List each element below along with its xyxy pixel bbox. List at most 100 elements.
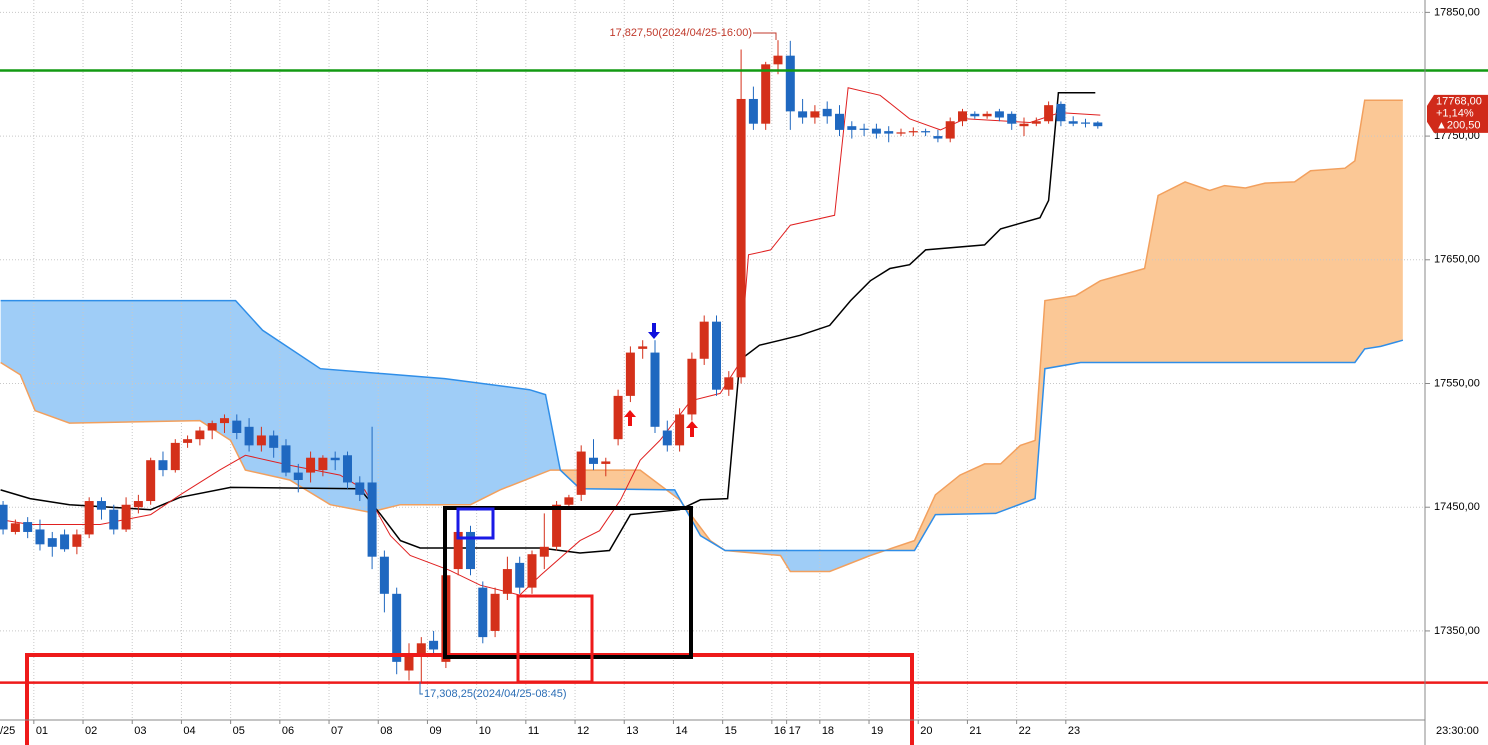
candle-body [687, 358, 697, 415]
x-tick-label: 06 [282, 725, 294, 737]
candle-body [748, 98, 758, 124]
grid [0, 0, 1425, 720]
x-tick-label: 03 [134, 725, 146, 737]
candle-body [404, 655, 414, 671]
x-tick-label: 20 [920, 725, 932, 737]
price-badge-box [1427, 94, 1488, 133]
candle-body [798, 111, 808, 118]
candle-body [613, 395, 623, 440]
candle-body [60, 534, 70, 550]
x-tick-label: 16 [774, 725, 786, 737]
x-tick-label: 02 [85, 725, 97, 737]
candle-body [502, 569, 512, 594]
x-tick-label: 04 [183, 725, 195, 737]
y-tick-label: 17850,00 [1434, 6, 1480, 18]
x-tick-label: 08 [380, 725, 392, 737]
y-tick-label: 17450,00 [1434, 501, 1480, 513]
drawing-box [516, 594, 594, 684]
candle-body [96, 501, 106, 510]
candle-body [871, 128, 881, 134]
x-tick-label: 13 [626, 725, 638, 737]
y-tick-label: 17550,00 [1434, 377, 1480, 389]
candle-body [232, 420, 242, 433]
candle-body [195, 430, 205, 440]
candle-body [146, 460, 156, 502]
candle-body [847, 126, 857, 130]
candle-body [945, 121, 955, 139]
x-tick-label: 15 [725, 725, 737, 737]
x-tick-label: 18 [822, 725, 834, 737]
candle-body [379, 556, 389, 594]
candle-body [429, 640, 439, 650]
change-percent: +1,14% [1436, 108, 1474, 120]
candle-body [711, 321, 721, 390]
drawing-box [443, 506, 693, 659]
candle-body [1031, 121, 1041, 124]
x-tick-label: 17 [789, 725, 801, 737]
candle-body [1007, 113, 1017, 124]
candle-body [785, 55, 795, 112]
candle-body [810, 111, 820, 118]
change-points: ▲200,50 [1436, 120, 1481, 132]
x-tick-label: 22 [1019, 725, 1031, 737]
candle-body [490, 593, 500, 631]
axes: 17850,00 17750,00 17650,00 17550,00 17450,00… [33, 6, 1480, 737]
candle-body [662, 430, 672, 446]
candle-body [478, 587, 488, 638]
candle-body [564, 497, 574, 505]
candle-body [822, 108, 832, 117]
candle-body [736, 98, 746, 378]
x-tick-label: 12 [577, 725, 589, 737]
candle-body [392, 593, 402, 662]
candle-body [207, 423, 217, 431]
indicator-lines [0, 87, 1404, 596]
last-price: 17768,00 [1436, 96, 1482, 108]
candle-body [330, 457, 340, 461]
candle-body [342, 455, 352, 483]
candle-body [35, 529, 45, 545]
drawing-box [456, 507, 495, 540]
candle-body [699, 321, 709, 359]
candle-body [47, 538, 57, 547]
candle-body [72, 534, 82, 547]
candle-body [269, 435, 279, 448]
candle-body [884, 131, 894, 134]
x-tick-label: 10 [479, 725, 491, 737]
sell-arrow [648, 323, 660, 339]
candle-body [1093, 122, 1103, 127]
candle-body [244, 426, 254, 446]
annotation-leader [753, 32, 777, 40]
x-tick-label: 11 [528, 725, 539, 737]
y-tick-label: 17750,00 [1434, 130, 1480, 142]
candle-body [465, 531, 475, 570]
indicator-line [0, 299, 1404, 552]
buy-arrow [686, 421, 698, 437]
x-end-label: 23:30:00 [1436, 725, 1479, 737]
candle-body [306, 457, 316, 473]
candle-body [10, 523, 20, 532]
candle-body [994, 111, 1004, 118]
annotation-leader [419, 682, 423, 695]
low-annotation: 17,308,25(2024/04/25-08:45) [424, 688, 567, 700]
horizontal-lines [0, 69, 1488, 684]
x-tick-label: 14 [675, 725, 687, 737]
candle-body [601, 461, 611, 464]
candle-body [970, 113, 980, 117]
candle-body [921, 131, 931, 133]
candle-body [896, 132, 906, 134]
candle-body [650, 352, 660, 427]
x-tick-label: 23 [1068, 725, 1080, 737]
candle-body [256, 435, 266, 446]
x-tick-label: 07 [331, 725, 343, 737]
candle-body [293, 472, 303, 480]
candle-body [638, 346, 648, 349]
candle-body [625, 352, 635, 396]
candle-body [1019, 123, 1029, 127]
candle-body [859, 128, 869, 130]
candle-body [515, 562, 525, 588]
candle-body [318, 457, 328, 471]
candle-body [908, 131, 918, 133]
x-tick-label: 09 [429, 725, 441, 737]
candle-body [109, 509, 119, 530]
candle-body [367, 482, 377, 557]
